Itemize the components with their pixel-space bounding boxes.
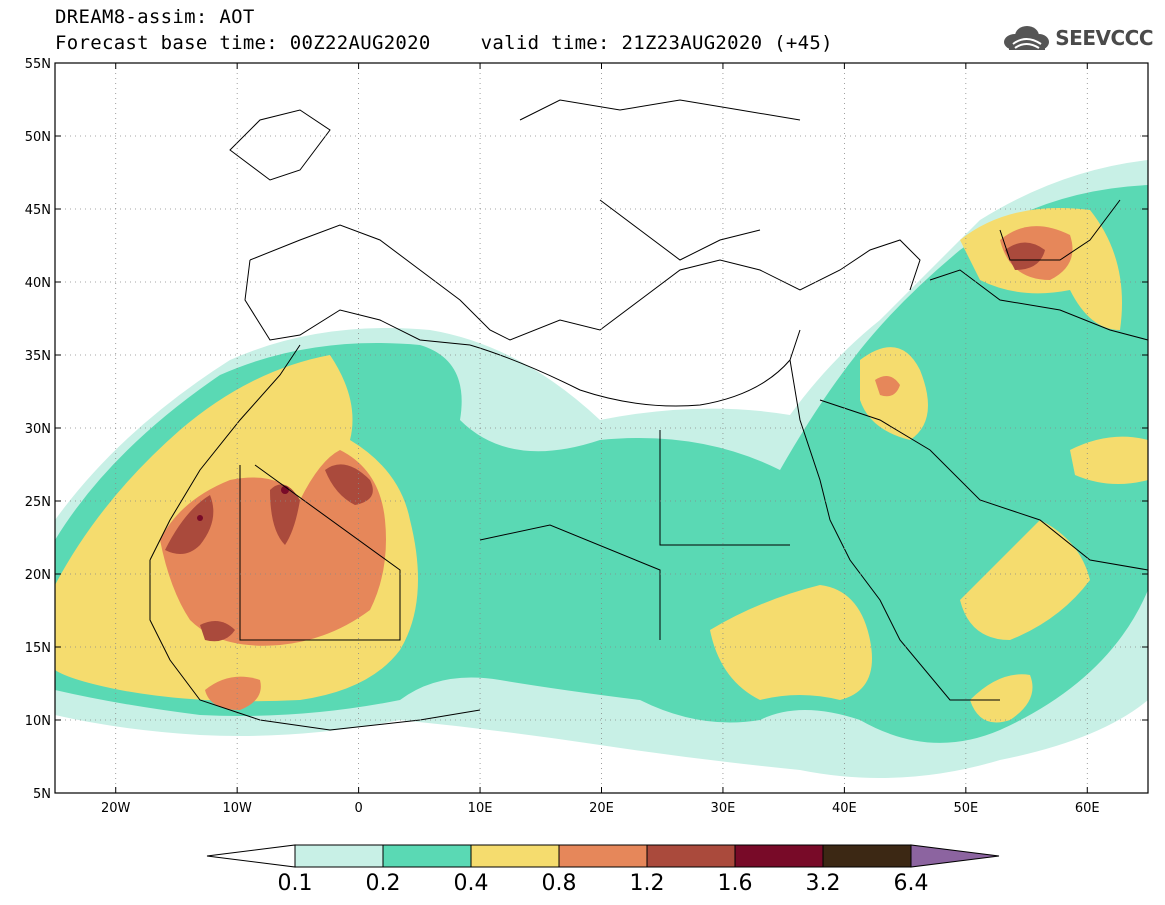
lon-tick-label: 10W [222,801,252,816]
colorbar-label: 3.2 [806,871,841,896]
axis-ticks: 20W 10W 0 10E 20E 30E 40E 50E 60E 55N 50N 45N 40N 35N… [25,57,1148,816]
lat-tick-label: 40N [25,276,51,291]
lon-tick-label: 20E [589,801,614,816]
colorbar: 0.1 0.2 0.4 0.8 1.2 1.6 3.2 6.4 [206,844,1000,896]
lat-tick-label: 5N [33,787,51,802]
lon-tick-label: 20W [101,801,131,816]
lon-tick-label: 60E [1075,801,1100,816]
colorbar-high-arrow [910,844,1000,868]
colorbar-segment [558,844,648,868]
colorbar-label: 1.2 [630,871,665,896]
valid-time: valid time: 21Z23AUG2020 (+45) [480,32,833,54]
colorbar-segment [646,844,736,868]
colorbar-segment [822,844,912,868]
lat-tick-label: 30N [25,422,51,437]
lat-tick-label: 25N [25,495,51,510]
lon-tick-label: 40E [832,801,857,816]
lat-tick-label: 35N [25,349,51,364]
colorbar-label: 0.1 [278,871,313,896]
lat-tick-label: 55N [25,57,51,72]
lon-tick-label: 50E [953,801,978,816]
lat-tick-label: 20N [25,568,51,583]
lat-tick-label: 45N [25,203,51,218]
colorbar-label: 0.8 [542,871,577,896]
colorbar-segment [382,844,472,868]
colorbar-low-arrow [206,844,296,868]
colorbar-label: 6.4 [894,871,929,896]
lat-tick-label: 10N [25,714,51,729]
colorbar-label: 0.2 [366,871,401,896]
lat-tick-label: 15N [25,641,51,656]
colorbar-segment [734,844,824,868]
lon-tick-label: 10E [468,801,493,816]
cloud-icon [1004,26,1050,50]
colorbar-segment [470,844,560,868]
seevccc-logo: SEEVCCC [1001,24,1153,52]
colorbar-label: 1.6 [718,871,753,896]
lon-tick-label: 30E [711,801,736,816]
lon-tick-label: 0 [354,801,362,816]
colorbar-segment [294,844,384,868]
map-title: DREAM8-assim: AOT [55,6,255,28]
colorbar-label: 0.4 [454,871,489,896]
time-info: Forecast base time: 00Z22AUG2020 valid ti… [55,32,833,54]
logo-text: SEEVCCC [1055,26,1153,50]
aot-level-0.8 [160,450,386,646]
coastlines [149,99,1148,731]
lat-tick-label: 50N [25,130,51,145]
forecast-base-time: Forecast base time: 00Z22AUG2020 [55,32,431,54]
aot-level-1.2 [165,495,214,554]
